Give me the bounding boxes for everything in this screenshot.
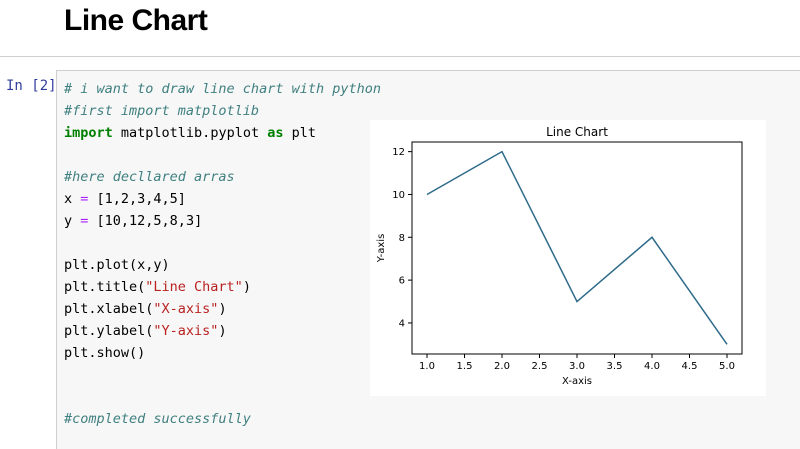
code-token: #completed successfully: [64, 411, 251, 427]
x-tick-label: 2.5: [532, 361, 548, 372]
cell-prompt: In [2]:: [6, 78, 66, 94]
x-tick-label: 1.0: [419, 361, 435, 372]
code-line: plt.xlabel("X-axis"): [64, 298, 381, 320]
code-token: "X-axis": [153, 301, 219, 317]
y-tick-label: 10: [392, 190, 405, 201]
y-tick-label: 6: [399, 276, 405, 287]
code-token: plt.plot(x,y): [64, 257, 170, 273]
markdown-heading: Line Chart: [64, 4, 208, 37]
code-token: ): [218, 323, 227, 339]
code-token: # i want to draw line chart with python: [64, 81, 381, 97]
code-line: [64, 364, 381, 386]
code-token: as: [267, 125, 284, 141]
code-line: [64, 144, 381, 166]
code-token: =: [80, 213, 89, 229]
code-line: plt.ylabel("Y-axis"): [64, 320, 381, 342]
code-token: "Y-axis": [153, 323, 219, 339]
y-ticks: 4 6 8 10 12: [392, 147, 412, 329]
x-tick-label: 4.5: [682, 361, 698, 372]
code-line: #here decllared arras: [64, 166, 381, 188]
x-tick-label: 5.0: [719, 361, 735, 372]
code-line: [64, 386, 381, 408]
code-token: =: [80, 191, 89, 207]
code-token: #first import matplotlib: [64, 103, 260, 119]
code-token: plt.xlabel(: [64, 301, 154, 317]
x-axis-label: X-axis: [562, 376, 592, 387]
code-token: [10,12,5,8,3]: [88, 213, 203, 229]
code-token: #here decllared arras: [64, 169, 235, 185]
chart-title: Line Chart: [546, 125, 608, 139]
x-tick-label: 1.5: [457, 361, 473, 372]
code-token: y: [64, 213, 81, 229]
series-line: [426, 150, 728, 345]
code-token: plt: [283, 125, 316, 141]
code-token: ): [218, 301, 227, 317]
code-line: plt.plot(x,y): [64, 254, 381, 276]
plot-frame: [411, 141, 743, 355]
cell-divider: [0, 56, 800, 57]
y-tick-label: 12: [392, 147, 405, 158]
code-line: #first import matplotlib: [64, 100, 381, 122]
code-line: x = [1,2,3,4,5]: [64, 188, 381, 210]
code-line: #completed successfully: [64, 408, 381, 430]
code-token: import: [64, 125, 113, 141]
x-tick-label: 3.5: [607, 361, 623, 372]
code-token: [1,2,3,4,5]: [88, 191, 186, 207]
code-token: matplotlib.pyplot: [112, 125, 268, 141]
code-token: ): [242, 279, 251, 295]
code-token: plt.title(: [64, 279, 146, 295]
code-editor[interactable]: # i want to draw line chart with python #…: [64, 78, 381, 430]
code-token: plt.show(): [64, 345, 146, 361]
code-token: "Line Chart": [145, 279, 243, 295]
y-axis-label: Y-axis: [376, 234, 387, 264]
code-line: import matplotlib.pyplot as plt: [64, 122, 381, 144]
y-tick-label: 4: [399, 318, 405, 329]
code-token: plt.ylabel(: [64, 323, 154, 339]
line-chart: 1.0 1.5 2.0 2.5 3.0 3.5 4.0 4.5 5.0 4 6 8 10 12 Line…: [376, 125, 743, 387]
code-line: plt.title("Line Chart"): [64, 276, 381, 298]
code-line: plt.show(): [64, 342, 381, 364]
code-line: # i want to draw line chart with python: [64, 78, 381, 100]
x-tick-label: 3.0: [569, 361, 585, 372]
cell-output: 1.0 1.5 2.0 2.5 3.0 3.5 4.0 4.5 5.0 4 6 8 10 12 Line…: [370, 120, 766, 396]
x-ticks: 1.0 1.5 2.0 2.5 3.0 3.5 4.0 4.5 5.0: [419, 354, 735, 372]
code-token: x: [64, 191, 81, 207]
x-tick-label: 2.0: [494, 361, 510, 372]
code-line: [64, 232, 381, 254]
code-line: y = [10,12,5,8,3]: [64, 210, 381, 232]
y-tick-label: 8: [399, 233, 405, 244]
series-group: [426, 150, 728, 345]
x-tick-label: 4.0: [644, 361, 660, 372]
